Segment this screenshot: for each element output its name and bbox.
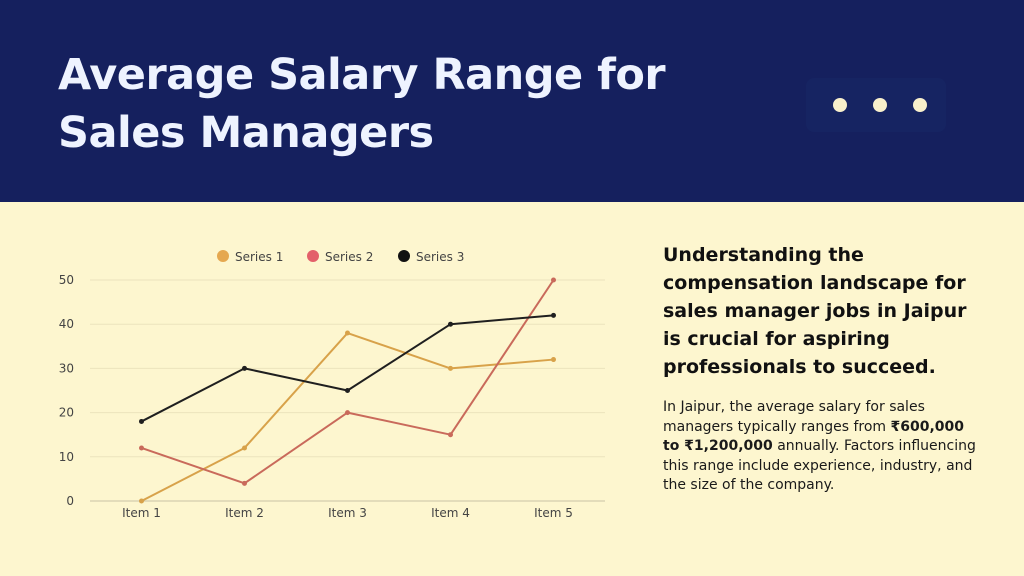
body-text-part-1: In Jaipur, the average salary for sales … [663, 399, 925, 435]
y-tick-label: 20 [59, 406, 74, 420]
data-point [448, 365, 453, 371]
data-point [345, 388, 350, 393]
y-tick-label: 50 [59, 273, 74, 287]
legend-label: Series 1 [235, 250, 283, 264]
title-line-2: Sales Managers [58, 108, 434, 158]
legend-marker [398, 250, 410, 262]
x-tick-label: Item 4 [431, 506, 470, 520]
side-heading: Understanding the compensation landscape… [663, 244, 967, 378]
x-tick-label: Item 5 [534, 506, 573, 520]
legend-label: Series 2 [325, 250, 373, 264]
body-text-part-2: annually. Factors influencing this range… [663, 438, 976, 493]
data-point [345, 330, 350, 336]
x-tick-label: Item 2 [225, 506, 264, 520]
more-options-icon[interactable] [806, 78, 946, 132]
y-tick-label: 0 [66, 494, 74, 508]
header-banner: Average Salary Range for Sales Managers [0, 0, 1024, 202]
y-tick-label: 30 [59, 361, 74, 375]
dot-icon [833, 98, 847, 112]
title-line-1: Average Salary Range for [58, 50, 666, 100]
legend-label: Series 3 [416, 250, 464, 264]
dot-icon [873, 98, 887, 112]
x-tick-label: Item 3 [328, 506, 367, 520]
data-point [139, 498, 144, 504]
data-point [448, 321, 453, 327]
y-tick-label: 10 [59, 450, 74, 464]
legend-marker [307, 250, 319, 262]
data-point [242, 365, 247, 371]
series-line [141, 279, 555, 485]
salary-chart: 0 10 20 30 40 50 Item 1 Item 2 Item 3 Item 4 Item … [40, 236, 620, 536]
x-tick-label: Item 1 [122, 506, 161, 520]
y-tick-label: 40 [59, 317, 74, 331]
dot-icon [913, 98, 927, 112]
data-point [139, 418, 144, 424]
line-chart-svg: 0 10 20 30 40 50 Item 1 Item 2 Item 3 Item 4 Item … [59, 250, 605, 520]
data-point [345, 410, 350, 416]
data-point [242, 445, 247, 451]
page-title: Average Salary Range for Sales Managers [58, 46, 758, 162]
data-point [242, 480, 247, 486]
side-body-text: In Jaipur, the average salary for sales … [663, 398, 983, 496]
data-point [551, 277, 556, 283]
data-point [551, 312, 556, 318]
data-point [139, 445, 144, 451]
series-line [141, 332, 554, 502]
salary-range-highlight: ₹600,000 to ₹1,200,000 [663, 418, 965, 455]
data-point [551, 357, 556, 363]
data-point [448, 432, 453, 438]
legend-marker [217, 250, 229, 262]
